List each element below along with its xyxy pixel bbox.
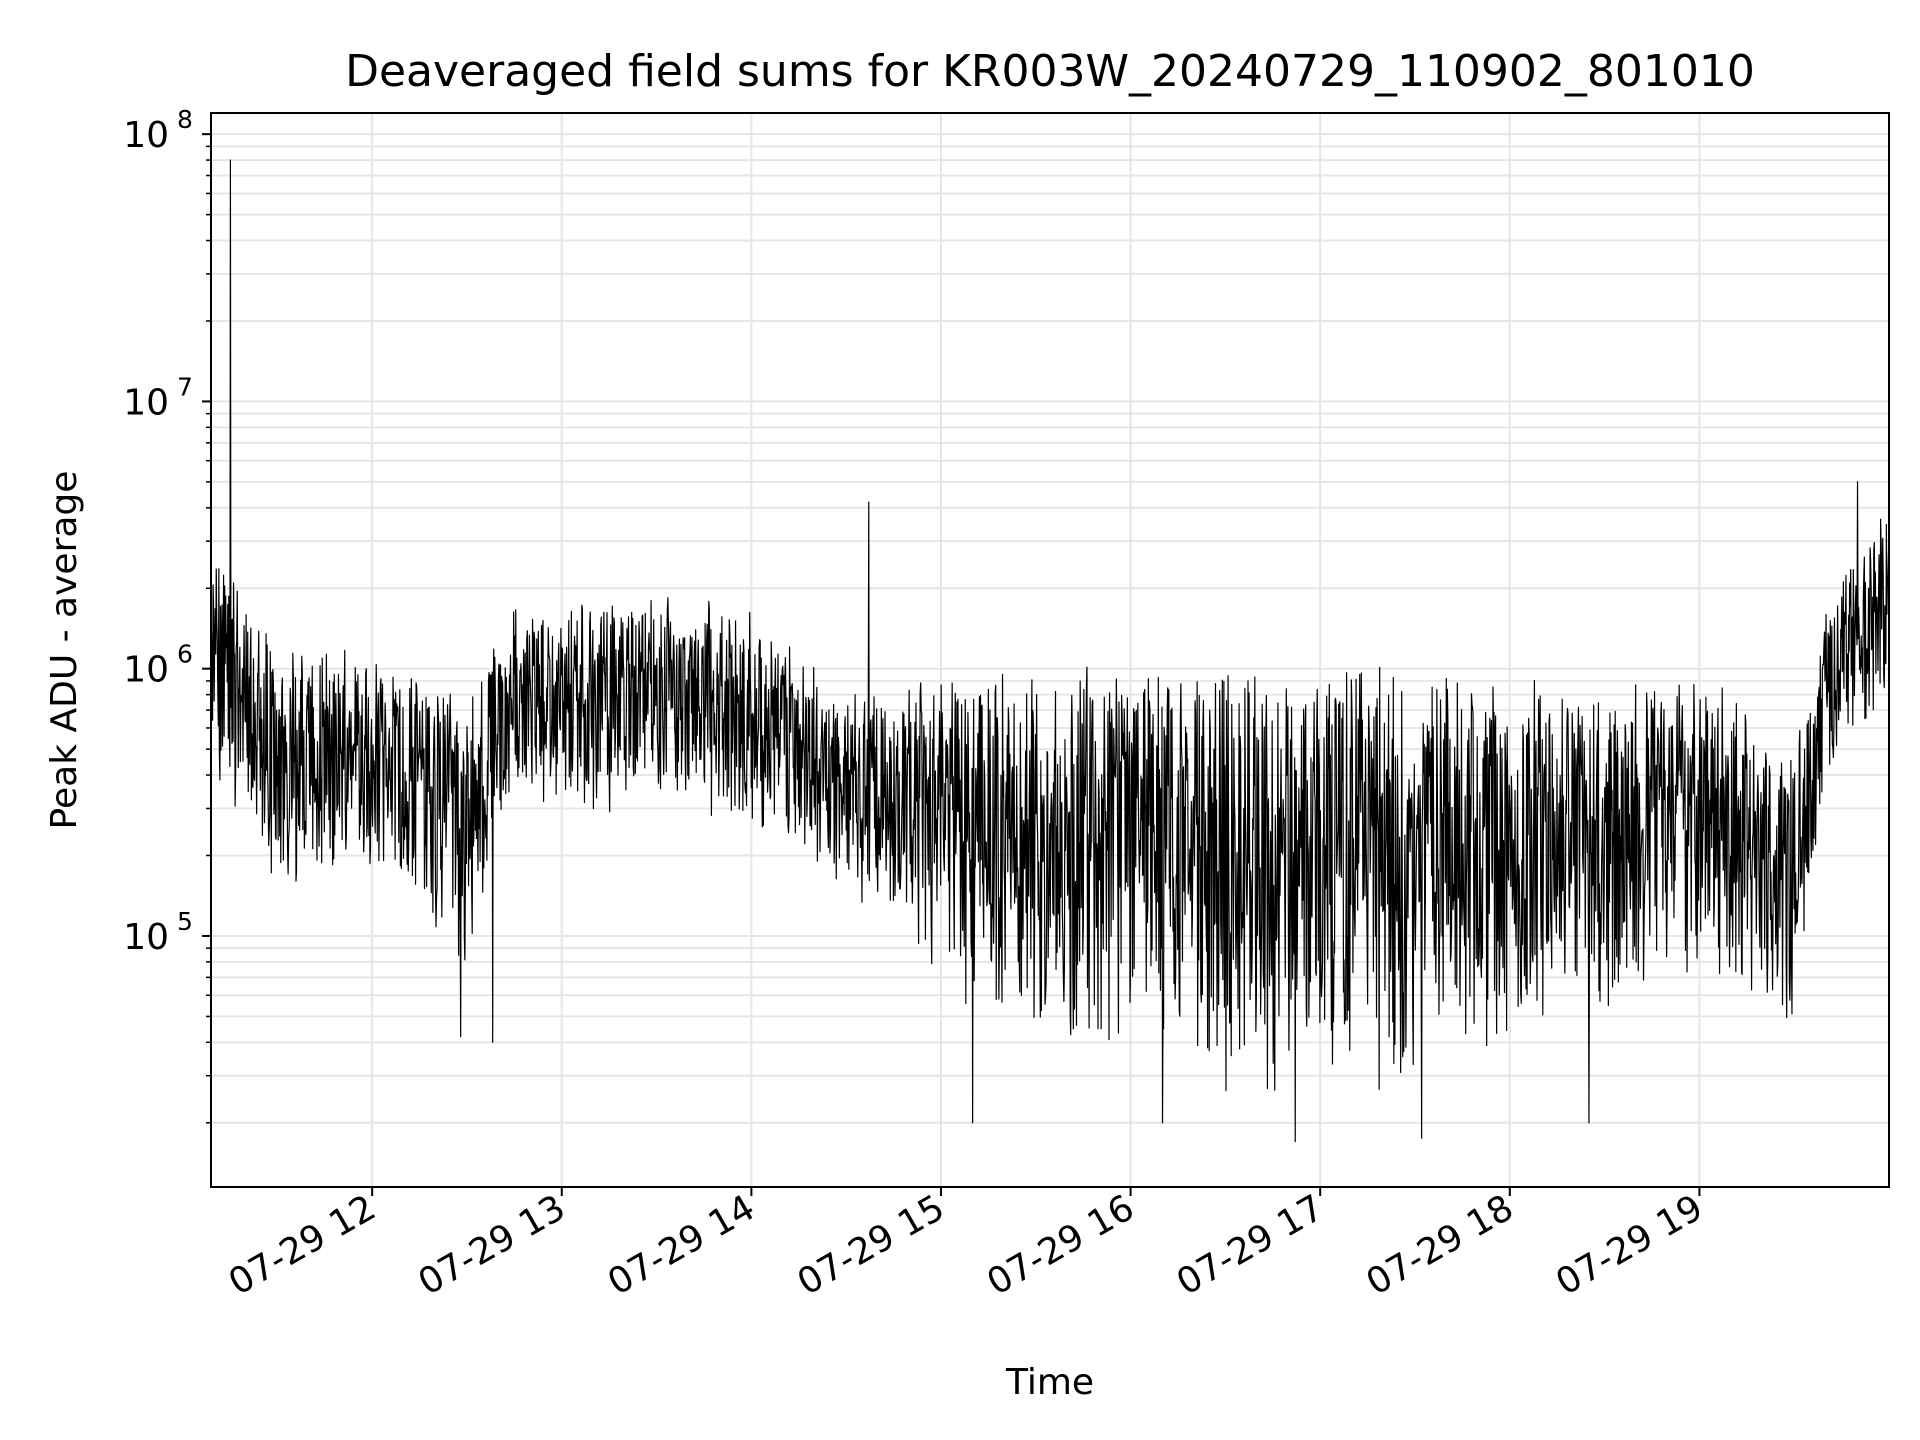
series-line xyxy=(210,159,1890,1143)
chart-title: Deaveraged field sums for KR003W_2024072… xyxy=(345,46,1755,97)
data-series xyxy=(210,159,1890,1143)
y-tick-exponent: 5 xyxy=(177,907,193,936)
plot-frame xyxy=(210,112,1890,1188)
x-axis-label: Time xyxy=(1005,1362,1094,1403)
y-tick-exponent: 7 xyxy=(177,372,193,401)
y-tick-exponent: 6 xyxy=(177,640,193,669)
y-axis-label: Peak ADU - average xyxy=(44,471,85,830)
y-tick-label: 10 xyxy=(123,650,169,691)
y-tick-label: 10 xyxy=(123,917,169,958)
y-tick-label: 10 xyxy=(123,382,169,423)
y-tick-exponent: 8 xyxy=(177,105,193,134)
y-tick-label: 10 xyxy=(123,115,169,156)
